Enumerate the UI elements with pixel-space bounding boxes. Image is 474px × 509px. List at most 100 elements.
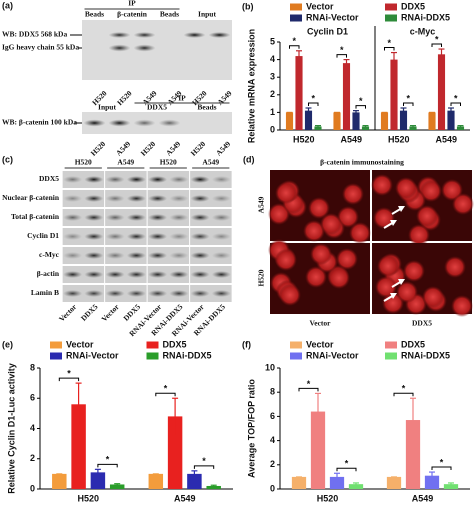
row-label: β-actin [37, 269, 60, 278]
blot [62, 285, 105, 302]
column-label: Vector [310, 319, 332, 328]
legend-swatch [385, 14, 397, 22]
label: Beads [85, 10, 104, 19]
bar [447, 110, 455, 130]
x-tick-label: H520 [317, 493, 339, 503]
blot-band [105, 195, 125, 202]
y-tick-label: 6 [30, 393, 35, 403]
cell [377, 255, 399, 277]
panel-label: (b) [242, 1, 254, 11]
lane-label: Vector [100, 302, 122, 324]
label: A549 [202, 158, 219, 167]
row-label: Nuclear β-catenin [2, 193, 60, 202]
y-tick-label: 1 [270, 107, 275, 117]
y-tick-label: 4 [30, 423, 35, 433]
blot [147, 228, 190, 245]
significance: * [67, 369, 71, 379]
label: WB: β-catenin 100 kDa [2, 118, 77, 127]
cell [336, 248, 358, 270]
bar [310, 411, 326, 489]
significance-bracket [336, 467, 357, 472]
blot-band [108, 44, 131, 52]
blot-band [148, 195, 168, 202]
blot-band [148, 252, 168, 259]
row-label: DDX5 [39, 174, 59, 183]
blot-band [148, 176, 168, 183]
legend-label: Vector [306, 339, 334, 349]
blot-band [63, 271, 83, 278]
lane-label: A549 [114, 139, 132, 157]
cell [420, 180, 442, 202]
bar [314, 126, 322, 130]
blot-band [190, 252, 210, 259]
label: WB: DDX5 568 kDa [2, 30, 67, 39]
bar [424, 475, 440, 489]
y-tick-label: 4 [270, 435, 275, 445]
blot-band [84, 195, 104, 202]
blot-band [208, 32, 231, 38]
bar [304, 110, 313, 130]
blot-band [169, 252, 189, 259]
bar [437, 54, 446, 130]
blot-band [126, 176, 146, 183]
bar [342, 63, 351, 131]
blot [190, 190, 232, 207]
significance-bracket [384, 47, 395, 51]
blot [190, 266, 232, 283]
y-tick-label: 3 [270, 72, 275, 82]
blot-band [84, 252, 104, 259]
legend-label: RNAi-DDX5 [401, 12, 450, 22]
label: IgG heavy chain 55 kDa [2, 43, 79, 52]
blot-band [211, 233, 231, 240]
blot-band [133, 44, 156, 52]
y-tick-label: 2 [30, 453, 35, 463]
label: (d) [243, 154, 255, 164]
blot [105, 171, 147, 188]
blot-band [84, 271, 104, 278]
lane-label: H520 [115, 89, 134, 108]
significance: * [340, 45, 344, 55]
legend-label: DDX5 [401, 1, 425, 11]
blot [62, 266, 105, 283]
blot-band [133, 119, 156, 127]
blot [190, 285, 232, 302]
legend-label: RNAi-DDX5 [401, 350, 450, 360]
panel-label: (e) [2, 339, 13, 349]
blot-band [126, 252, 146, 259]
legend-swatch [290, 3, 302, 11]
significance: * [311, 93, 315, 103]
bar [399, 110, 408, 130]
bar [386, 476, 402, 489]
legend-label: RNAi-Vector [66, 350, 119, 360]
row-label: c-Myc [39, 250, 60, 259]
bar [443, 484, 459, 489]
lane-label: H520 [89, 139, 108, 158]
lane-label: DDX5 [79, 302, 100, 323]
significance: * [440, 457, 444, 467]
legend-swatch [146, 341, 159, 349]
blot-band [190, 195, 210, 202]
blot-band [105, 271, 125, 278]
bar [352, 112, 360, 130]
blot [105, 247, 147, 264]
blot-band [133, 32, 156, 38]
blot-band [148, 271, 168, 278]
label: Input [98, 103, 116, 112]
significance: * [359, 96, 363, 106]
bar [333, 112, 341, 130]
x-tick-label: A549 [412, 493, 434, 503]
cell [275, 249, 297, 271]
significance: * [307, 379, 311, 389]
significance-bracket [431, 466, 452, 471]
lane-label: H520 [139, 139, 158, 158]
blot-band [211, 214, 231, 221]
significance-bracket [193, 465, 215, 469]
cell [308, 197, 330, 219]
y-tick-label: 8 [30, 362, 35, 372]
bar [291, 476, 307, 489]
bar [71, 404, 86, 489]
blot-band [105, 252, 125, 259]
blot-band [63, 176, 83, 183]
significance-bracket [450, 102, 461, 106]
bar [390, 59, 398, 130]
